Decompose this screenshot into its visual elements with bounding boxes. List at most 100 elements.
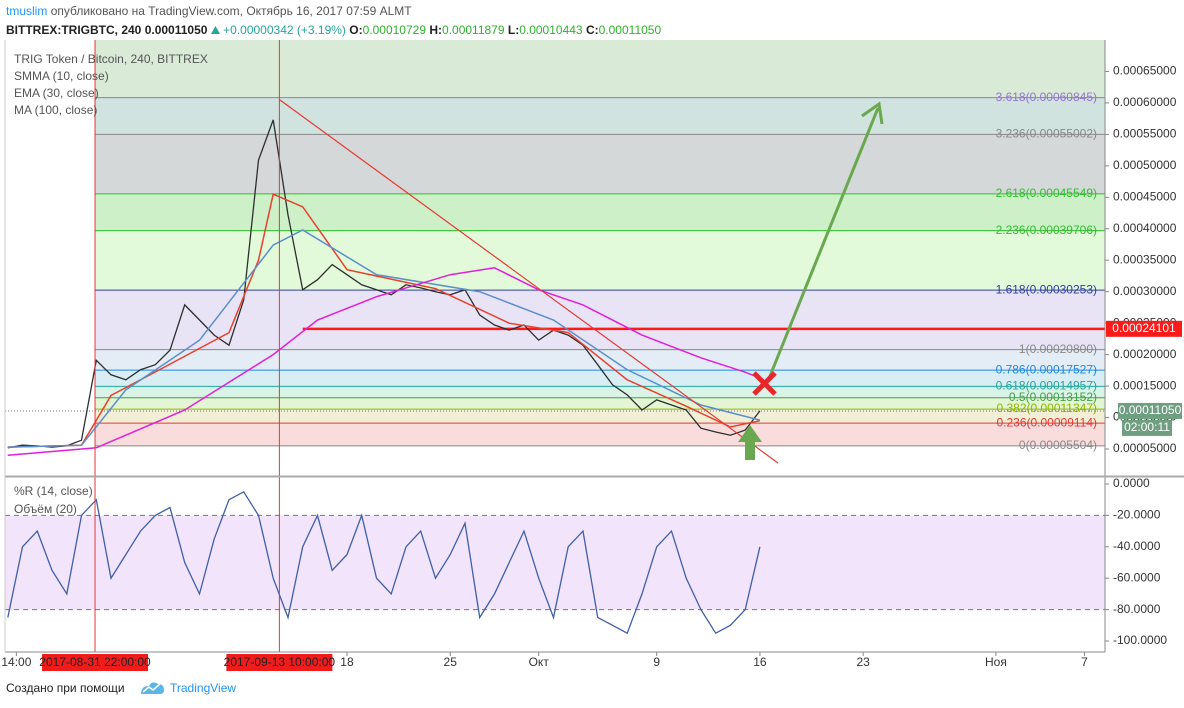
y-tick-label: -80.0000 [1113, 602, 1161, 616]
footer-brand[interactable]: TradingView [170, 681, 236, 695]
ohlc-value: 0.00010443 [519, 23, 583, 37]
series-line [7, 267, 761, 457]
y-tick-label: 0.00020000 [1113, 347, 1177, 361]
x-tick-label: 7 [1081, 655, 1088, 669]
x-tick-label: 18 [340, 655, 354, 669]
logo [141, 682, 164, 694]
legend-entry: EMA (30, close) [14, 86, 99, 100]
target-arrow [768, 107, 880, 377]
header: tmuslim опубликовано на TradingView.com,… [6, 2, 661, 40]
x-tick-label: 16 [753, 655, 767, 669]
fib-label: 3.618(0.00060845) [996, 90, 1097, 104]
y-tick-label: -20.0000 [1113, 508, 1161, 522]
fib-band [95, 409, 1105, 424]
y-tick-label: 0.00005000 [1113, 441, 1177, 455]
legend-entry: SMMA (10, close) [14, 69, 109, 83]
last-price-tag [1118, 402, 1182, 419]
fib-band [95, 370, 1105, 387]
y-tick-label: 0.00030000 [1113, 284, 1177, 298]
wr-pane [5, 490, 1105, 635]
main-pane: 0(0.00005504) 0.236(0.00009114)0.382(0.00… [5, 40, 1105, 457]
fib-label: 1.618(0.00030253) [996, 282, 1097, 296]
series-line [7, 119, 761, 449]
fib-label: 0.786(0.00017527) [996, 362, 1097, 376]
fib-label: 0.5(0.00013152) [1009, 390, 1097, 404]
marker-tag [226, 654, 333, 671]
fib-band [95, 97, 1105, 135]
x-tick-label: 25 [444, 655, 458, 669]
level-tag-label: 0.00024101 [1112, 321, 1176, 335]
fib-band [95, 349, 1105, 371]
fib-label: 0(0.00005504) [1019, 438, 1097, 452]
fib-band [95, 386, 1105, 398]
y-tick-label: 0.00050000 [1113, 158, 1177, 172]
y-tick-label: 0.0000 [1113, 476, 1150, 490]
last-price: 0.00011050 [144, 23, 208, 37]
y-tick-label: -60.0000 [1113, 570, 1161, 584]
countdown-label: 02:00:11 [1124, 420, 1170, 434]
level-tag [1106, 320, 1182, 337]
published: опубликовано на TradingView.com, Октябрь… [50, 4, 412, 18]
y-tick-label: 0.00055000 [1113, 127, 1177, 141]
fib-band [95, 290, 1105, 350]
fib-band [95, 40, 1105, 98]
up-triangle [210, 26, 220, 34]
symbol: BITTREX:TRIGBTC, 240 [6, 23, 142, 37]
ohlc-label: H: [429, 23, 443, 37]
x-tick-label: 14:00 [1, 655, 31, 669]
legend-entry: MA (100, close) [14, 103, 97, 117]
chart-title: TRIG Token / Bitcoin, 240, BITTREX [14, 52, 208, 66]
ohlc-value: 0.00011050 [598, 23, 662, 37]
fib-band [95, 134, 1105, 194]
y-tick-label: 0.00060000 [1113, 95, 1177, 109]
fib-label: 0.618(0.00014957) [996, 379, 1097, 393]
marker-label: 2017-08-31 22:00:00 [39, 655, 151, 669]
fib-band [95, 230, 1105, 291]
x-tick-label: 23 [857, 655, 871, 669]
change: +0.00000342 (+3.19%) [223, 23, 346, 37]
countdown-tag [1122, 419, 1172, 436]
marker-label: 2017-09-13 10:00:00 [224, 655, 336, 669]
up-arrow [738, 425, 762, 460]
y-tick-label: 0.00040000 [1113, 221, 1177, 235]
marker-tag [42, 654, 149, 671]
fib-band [95, 193, 1105, 231]
fib-label: 1(0.00020800) [1019, 342, 1097, 356]
y-tick-label: -40.0000 [1113, 539, 1161, 553]
last-price-label: 0.00011050 [1119, 403, 1182, 417]
author[interactable]: tmuslim [6, 4, 48, 18]
fib-label: 0.382(0.00011347) [996, 401, 1097, 415]
ohlc: O:0.00010729 H:0.00011879 L:0.00010443 C… [349, 23, 661, 37]
ohlc-value: 0.00011879 [442, 23, 505, 37]
ohlc-label: C: [585, 23, 599, 37]
x-tick-label: Окт [529, 655, 550, 669]
series-line [7, 229, 761, 448]
wr-band [5, 515, 1105, 610]
pane-title: %R (14, close) [14, 484, 93, 498]
trend-line [279, 99, 779, 464]
footer-text: Создано при помощи [6, 681, 125, 695]
fib-label: 2.236(0.00039706) [996, 223, 1097, 237]
fib-label: 2.618(0.00045549) [996, 186, 1097, 200]
ohlc-label: L: [507, 23, 520, 37]
cross-mark [752, 371, 777, 396]
plot-area: 0(0.00005504) 0.236(0.00009114)0.382(0.00… [1, 40, 1184, 671]
y-tick-label: 0.00035000 [1113, 252, 1177, 266]
target-arrow-head [861, 101, 884, 125]
y-tick-label: 0.00065000 [1113, 64, 1177, 78]
y-tick-label: -100.0000 [1113, 633, 1167, 647]
ohlc-value: 0.00010729 [362, 23, 426, 37]
fib-label: 3.236(0.00055002) [996, 127, 1097, 141]
fib-band [95, 423, 1105, 446]
x-tick-label: 9 [653, 655, 660, 669]
annotations: TRIG Token / Bitcoin, 240, BITTREX %R (1… [6, 52, 884, 695]
x-tick-label: Ноя [985, 655, 1007, 669]
y-tick-label: 0.00015000 [1113, 378, 1177, 392]
ohlc-label: O: [349, 23, 363, 37]
y-tick-label: 0.00045000 [1113, 189, 1177, 203]
fib-label: 0.236(0.00009114) [996, 415, 1097, 429]
fib-band [95, 397, 1105, 410]
series-line [7, 490, 761, 635]
